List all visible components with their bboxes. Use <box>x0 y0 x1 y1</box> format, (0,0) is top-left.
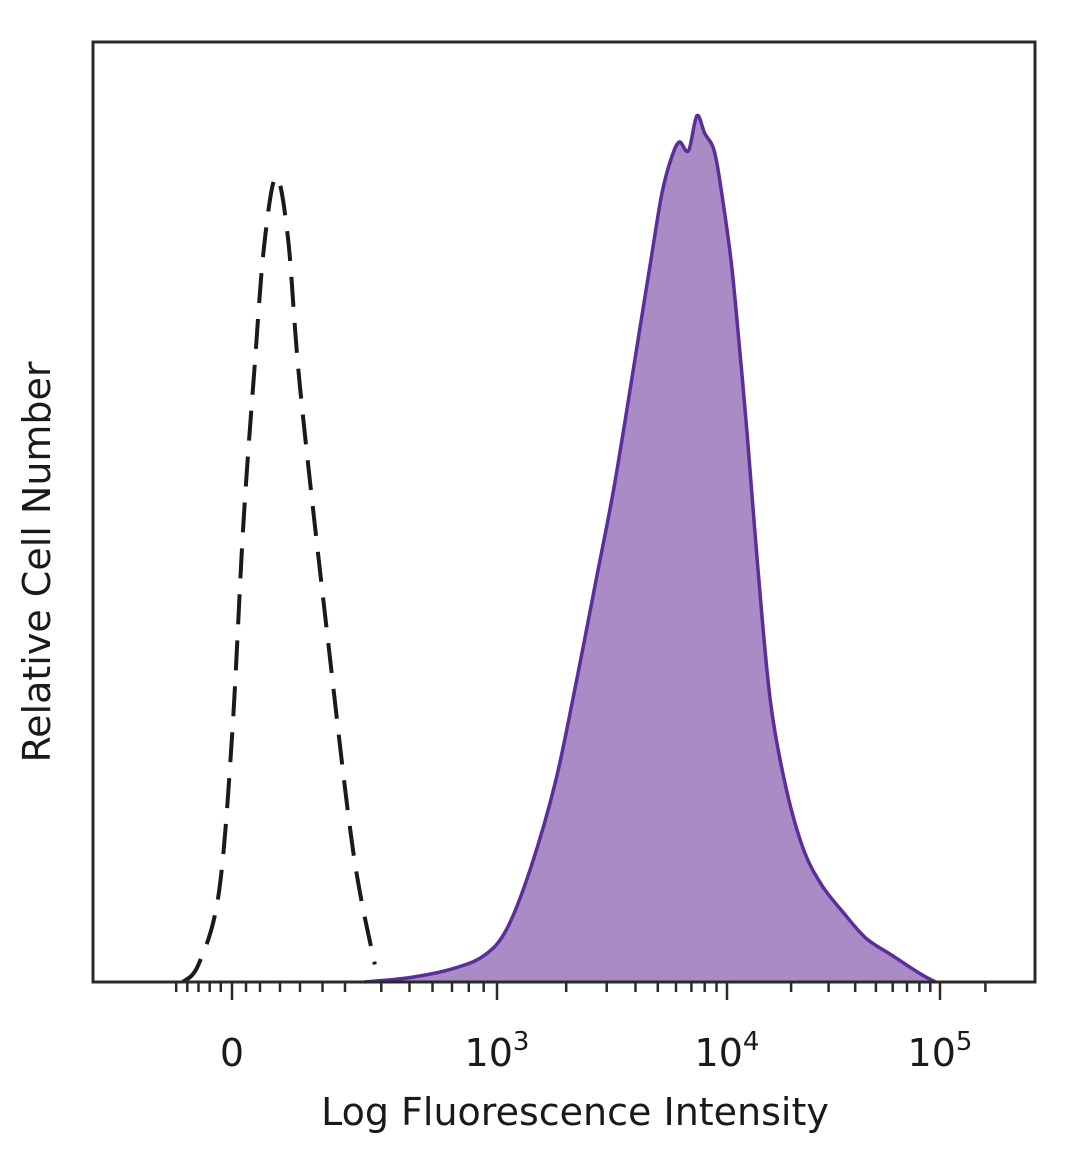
x-axis-title: Log Fluorescence Intensity <box>321 1090 829 1134</box>
x-tick-label: 104 <box>695 1027 760 1075</box>
stained-histogram-outline <box>364 113 937 984</box>
x-tick-label: 103 <box>465 1027 530 1075</box>
plot-frame <box>91 40 1037 984</box>
plot-marks <box>181 113 937 984</box>
stained-histogram-fill <box>364 115 936 982</box>
y-axis-title: Relative Cell Number <box>15 361 59 762</box>
x-tick-label: 105 <box>908 1027 973 1075</box>
x-tick-marks <box>174 982 987 1000</box>
x-tick-labels: 0 103 104 105 <box>220 1027 973 1075</box>
x-tick-label: 0 <box>220 1031 244 1075</box>
isotype-control-histogram <box>181 174 377 984</box>
